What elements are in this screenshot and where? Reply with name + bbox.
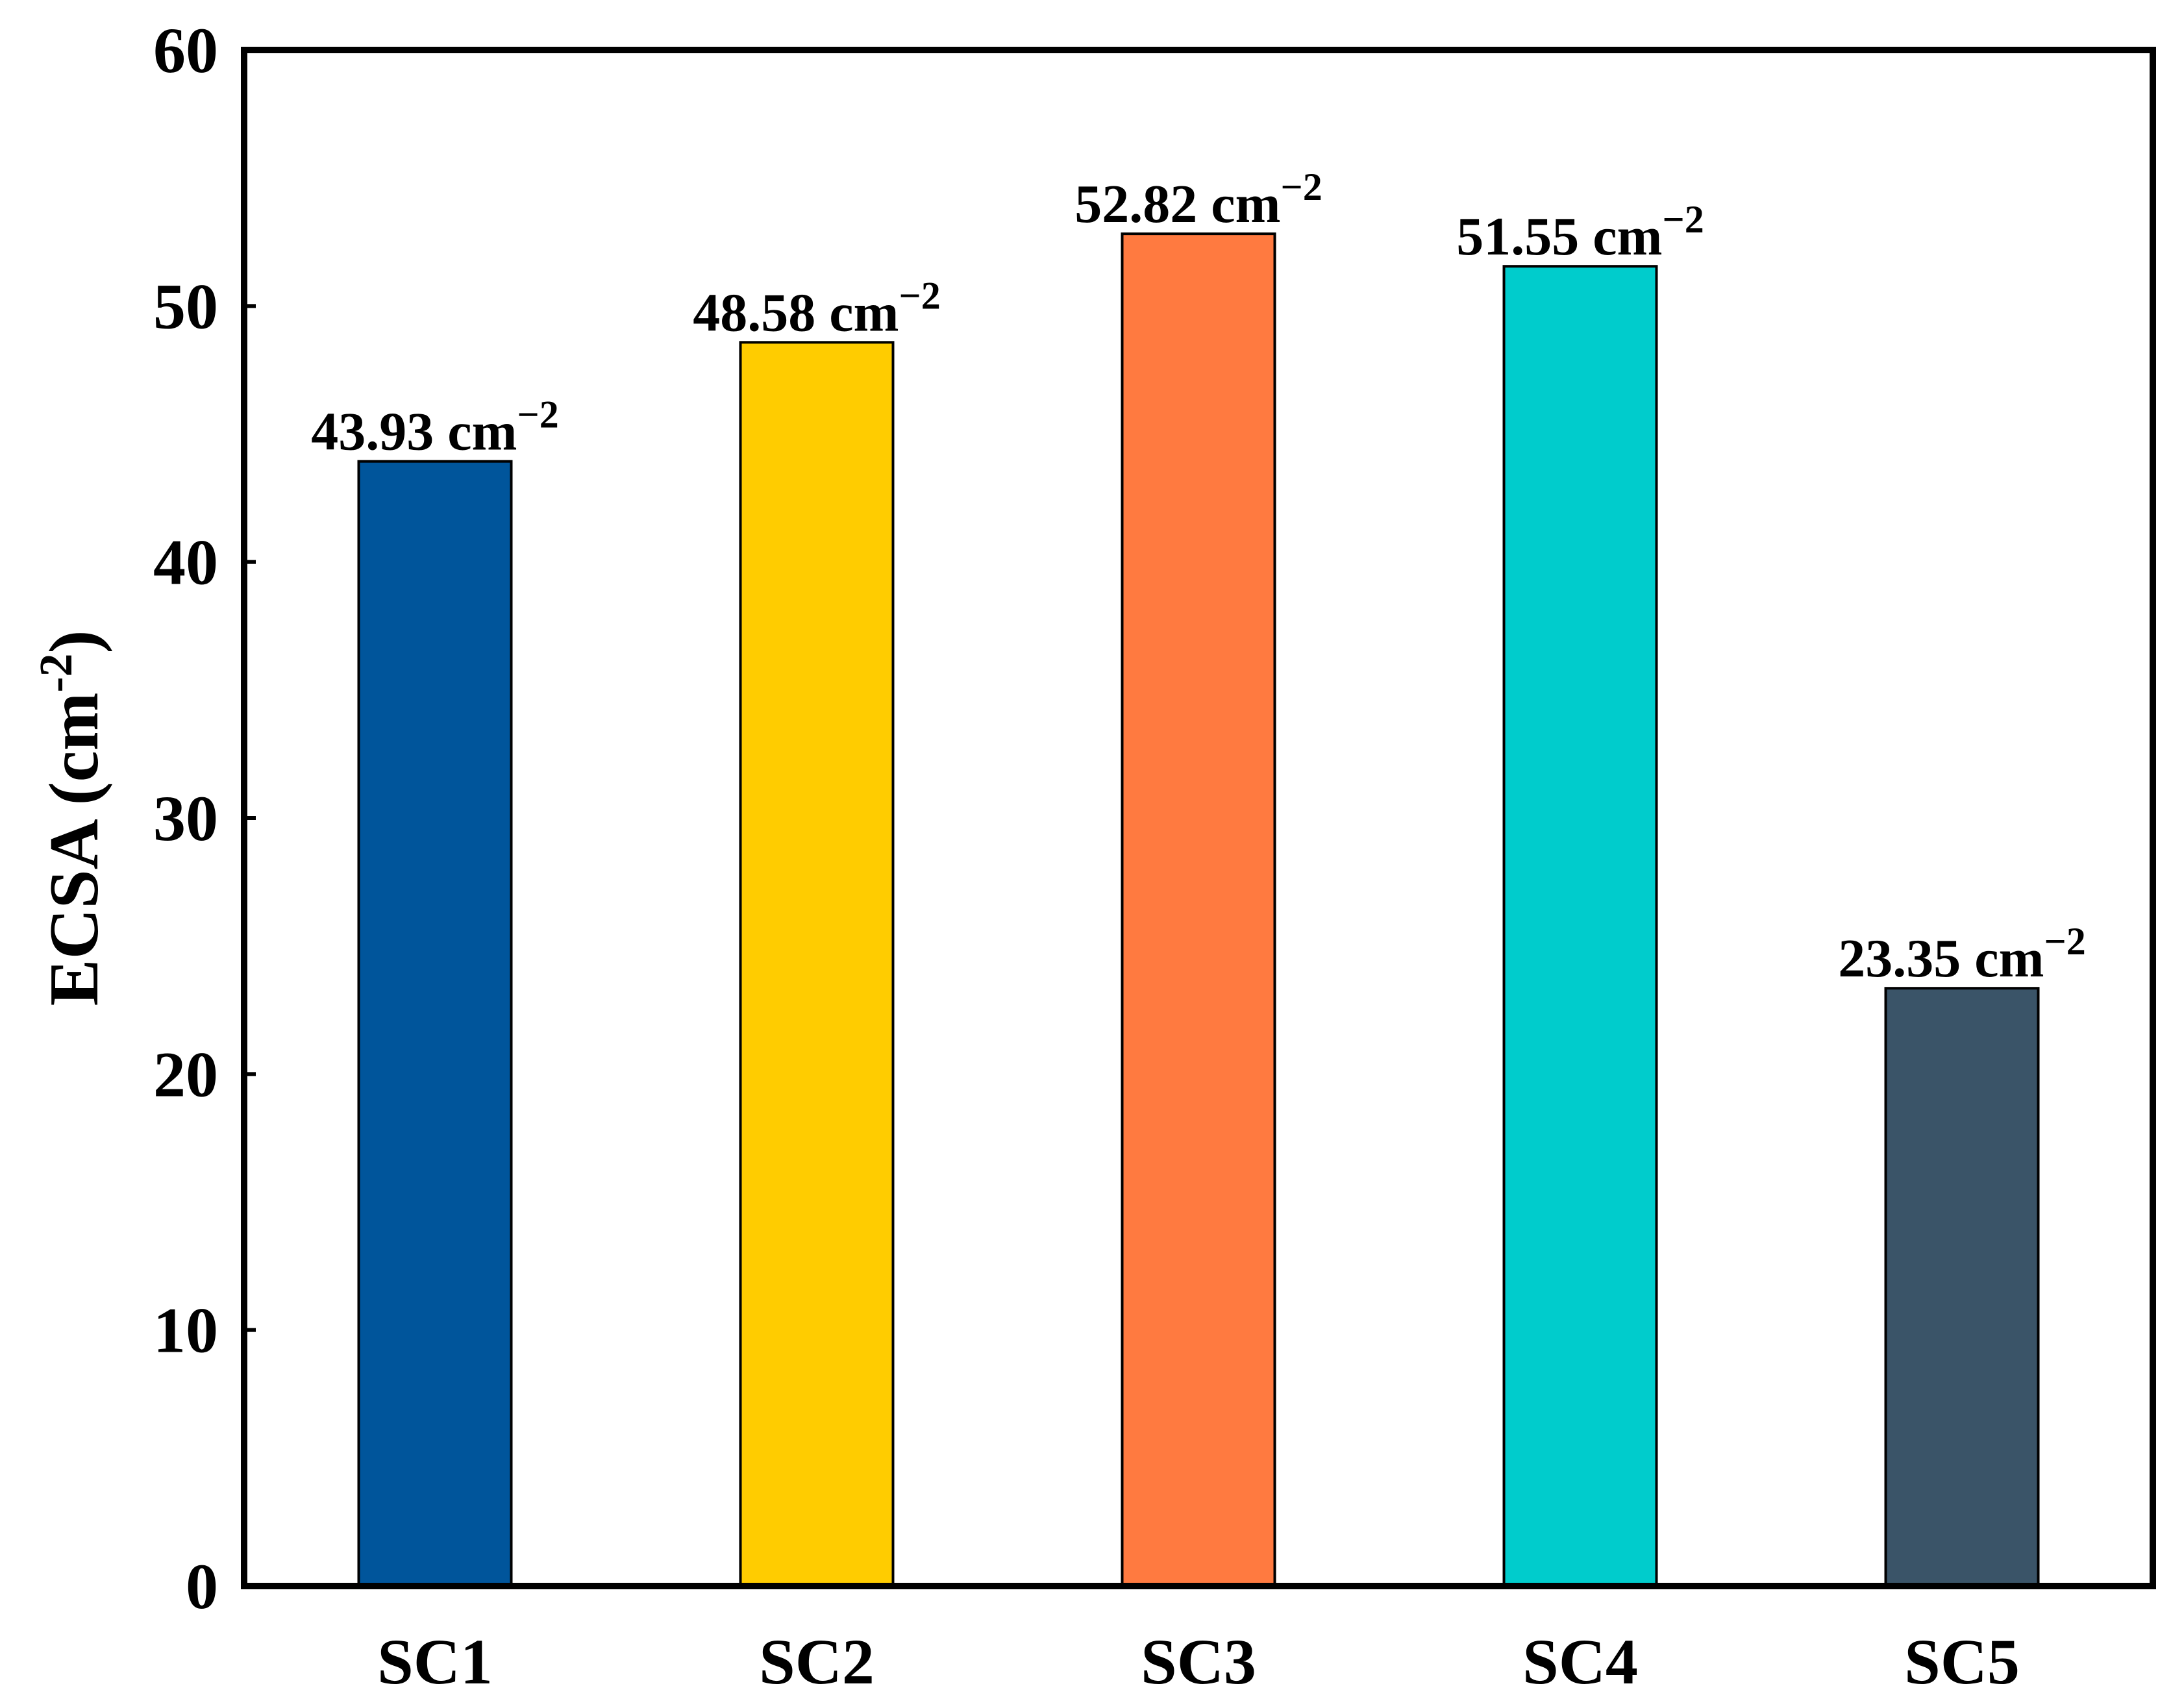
data-label-sc5: 23.35 cm−2 [1838, 920, 2085, 989]
bars-group: 43.93 cm−2 SC1 48.58 cm−2 SC2 52.82 cm−2 SC3 5… [311, 166, 2085, 1698]
bar-sc3 [1121, 232, 1276, 1587]
y-axis-ticks: 0 10 20 30 40 50 60 [153, 14, 256, 1622]
bar-sc4 [1502, 265, 1658, 1587]
y-axis-title: ECSA (cm-2) [30, 630, 113, 1006]
bar-sc5 [1884, 987, 2040, 1587]
y-tick-label: 60 [153, 14, 218, 86]
x-category-label: SC5 [1904, 1626, 2020, 1698]
x-category-label: SC3 [1141, 1626, 1256, 1698]
data-label-sc4: 51.55 cm−2 [1456, 198, 1704, 267]
y-tick-label: 40 [153, 527, 218, 599]
data-label-sc3: 52.82 cm−2 [1074, 166, 1322, 234]
y-tick-label: 50 [153, 270, 218, 342]
y-tick-label: 10 [153, 1295, 218, 1367]
x-category-label: SC2 [759, 1626, 875, 1698]
data-label-sc2: 48.58 cm−2 [693, 274, 940, 343]
data-label-sc1: 43.93 cm−2 [311, 393, 558, 462]
x-category-label: SC1 [377, 1626, 493, 1698]
bar-sc2 [739, 341, 895, 1588]
y-tick-label: 20 [153, 1038, 218, 1110]
y-tick-label: 0 [186, 1550, 218, 1622]
x-category-label: SC4 [1522, 1626, 1638, 1698]
bar-sc1 [357, 460, 513, 1587]
plot-frame [241, 47, 2156, 1589]
y-tick-label: 30 [153, 782, 218, 854]
